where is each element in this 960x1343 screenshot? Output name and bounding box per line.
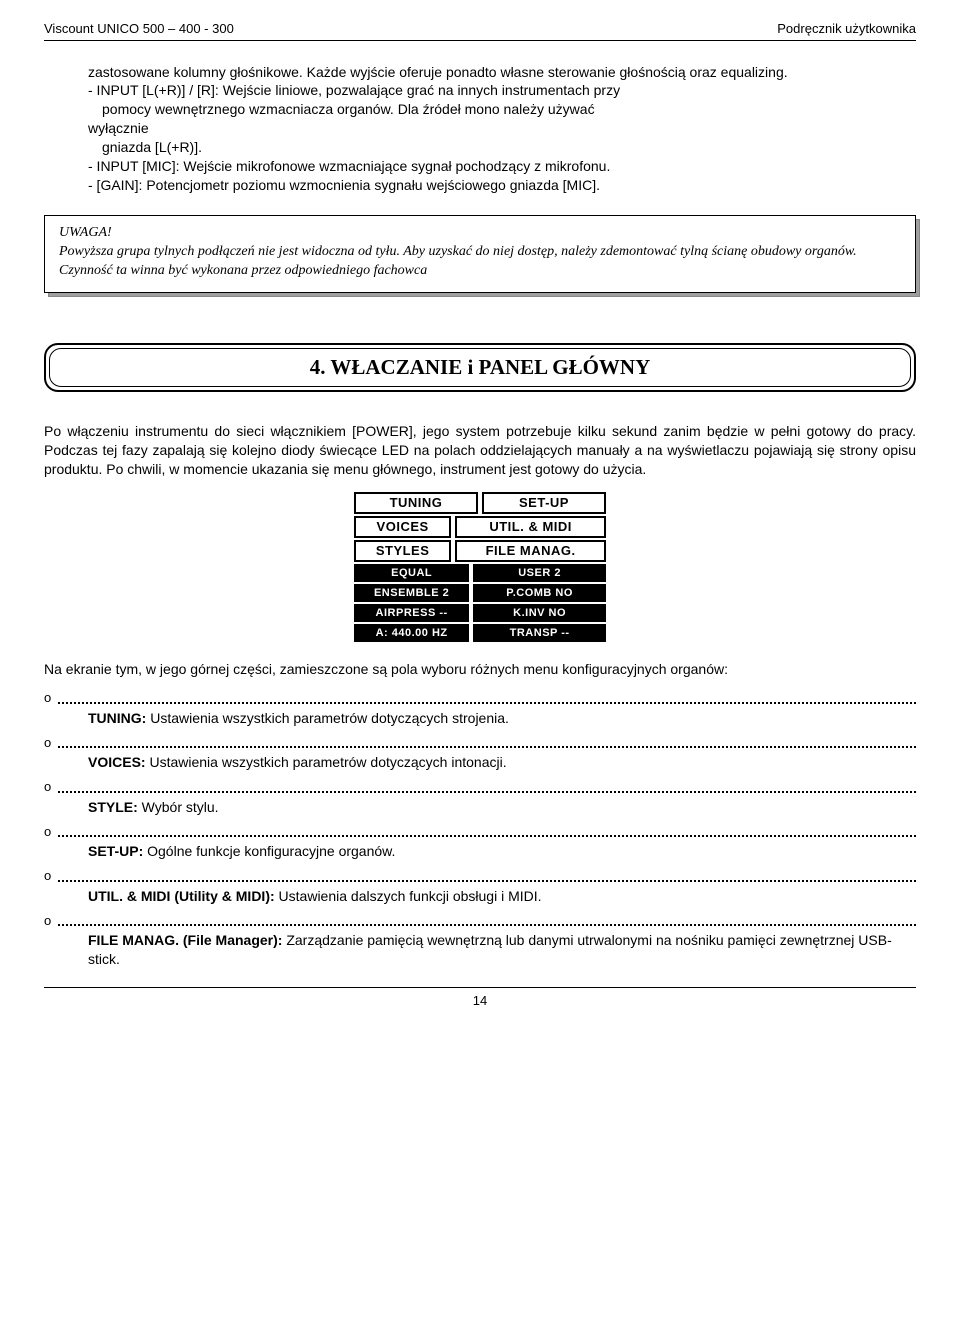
section-title-text: 4. WŁACZANIE i PANEL GŁÓWNY	[310, 355, 651, 379]
def-setup-text: Ogólne funkcje konfiguracyjne organów.	[143, 843, 395, 859]
status-pcomb: P.COMB NO	[473, 584, 606, 602]
menu-file-manag: FILE MANAG.	[455, 540, 606, 562]
paragraph-1: zastosowane kolumny głośnikowe. Każde wy…	[44, 63, 916, 82]
def-tuning: o TUNING: Ustawienia wszystkich parametr…	[44, 689, 916, 727]
def-file-manag-label: FILE MANAG. (File Manager):	[88, 932, 282, 948]
bullet-marker: o	[44, 689, 58, 707]
dots-leader	[58, 738, 916, 748]
def-style-text: Wybór stylu.	[138, 799, 219, 815]
bullet-input-line-3: wyłącznie	[44, 119, 916, 138]
bullet-input-line-2: pomocy wewnętrznego wzmacniacza organów.…	[44, 100, 916, 119]
display-screenshot: TUNING SET-UP VOICES UTIL. & MIDI STYLES…	[354, 492, 606, 642]
bullet-marker: o	[44, 823, 58, 841]
header-left: Viscount UNICO 500 – 400 - 300	[44, 20, 234, 38]
warning-text: Powyższa grupa tylnych podłączeń nie jes…	[59, 243, 901, 281]
menu-setup: SET-UP	[482, 492, 606, 514]
bullet-gain: - [GAIN]: Potencjometr poziomu wzmocnien…	[44, 176, 916, 195]
menu-tuning: TUNING	[354, 492, 478, 514]
header-right: Podręcznik użytkownika	[777, 20, 916, 38]
page-footer: 14	[44, 987, 916, 1010]
status-a440: A: 440.00 HZ	[354, 624, 469, 642]
paragraph-after-1: Po włączeniu instrumentu do sieci włączn…	[44, 422, 916, 479]
status-transp: TRANSP --	[473, 624, 606, 642]
page-header: Viscount UNICO 500 – 400 - 300 Podręczni…	[44, 20, 916, 41]
status-ensemble: ENSEMBLE 2	[354, 584, 469, 602]
page-number: 14	[473, 993, 487, 1008]
def-voices: o VOICES: Ustawienia wszystkich parametr…	[44, 734, 916, 772]
dots-leader	[58, 694, 916, 704]
menu-styles: STYLES	[354, 540, 451, 562]
def-setup: o SET-UP: Ogólne funkcje konfiguracyjne …	[44, 823, 916, 861]
bullet-marker: o	[44, 867, 58, 885]
dots-leader	[58, 783, 916, 793]
menu-util-midi: UTIL. & MIDI	[455, 516, 606, 538]
def-file-manag: o FILE MANAG. (File Manager): Zarządzani…	[44, 912, 916, 969]
bullet-input-line-1: - INPUT [L(+R)] / [R]: Wejście liniowe, …	[44, 81, 916, 100]
def-style-label: STYLE:	[88, 799, 138, 815]
section-title: 4. WŁACZANIE i PANEL GŁÓWNY	[44, 343, 916, 391]
def-util-midi: o UTIL. & MIDI (Utility & MIDI): Ustawie…	[44, 867, 916, 905]
menu-voices: VOICES	[354, 516, 451, 538]
status-user2: USER 2	[473, 564, 606, 582]
def-tuning-label: TUNING:	[88, 710, 146, 726]
def-voices-text: Ustawienia wszystkich parametrów dotyczą…	[146, 754, 507, 770]
dots-leader	[58, 872, 916, 882]
def-setup-label: SET-UP:	[88, 843, 143, 859]
dots-leader	[58, 916, 916, 926]
bullet-marker: o	[44, 912, 58, 930]
status-airpress: AIRPRESS --	[354, 604, 469, 622]
warning-box: UWAGA! Powyższa grupa tylnych podłączeń …	[44, 215, 916, 294]
body-text-block: zastosowane kolumny głośnikowe. Każde wy…	[44, 63, 916, 195]
def-util-midi-text: Ustawienia dalszych funkcji obsługi i MI…	[275, 888, 542, 904]
bullet-input-line-4: gniazda [L(+R)].	[44, 138, 916, 157]
bullet-marker: o	[44, 778, 58, 796]
bullet-mic: - INPUT [MIC]: Wejście mikrofonowe wzmac…	[44, 157, 916, 176]
bullet-marker: o	[44, 734, 58, 752]
paragraph-after-2: Na ekranie tym, w jego górnej części, za…	[44, 660, 916, 679]
def-style: o STYLE: Wybór stylu.	[44, 778, 916, 816]
def-util-midi-label: UTIL. & MIDI (Utility & MIDI):	[88, 888, 275, 904]
status-kinv: K.INV NO	[473, 604, 606, 622]
definitions-list: o TUNING: Ustawienia wszystkich parametr…	[44, 689, 916, 969]
warning-content: UWAGA! Powyższa grupa tylnych podłączeń …	[44, 215, 916, 294]
def-voices-label: VOICES:	[88, 754, 146, 770]
status-equal: EQUAL	[354, 564, 469, 582]
warning-title: UWAGA!	[59, 224, 901, 243]
dots-leader	[58, 827, 916, 837]
def-tuning-text: Ustawienia wszystkich parametrów dotyczą…	[146, 710, 509, 726]
